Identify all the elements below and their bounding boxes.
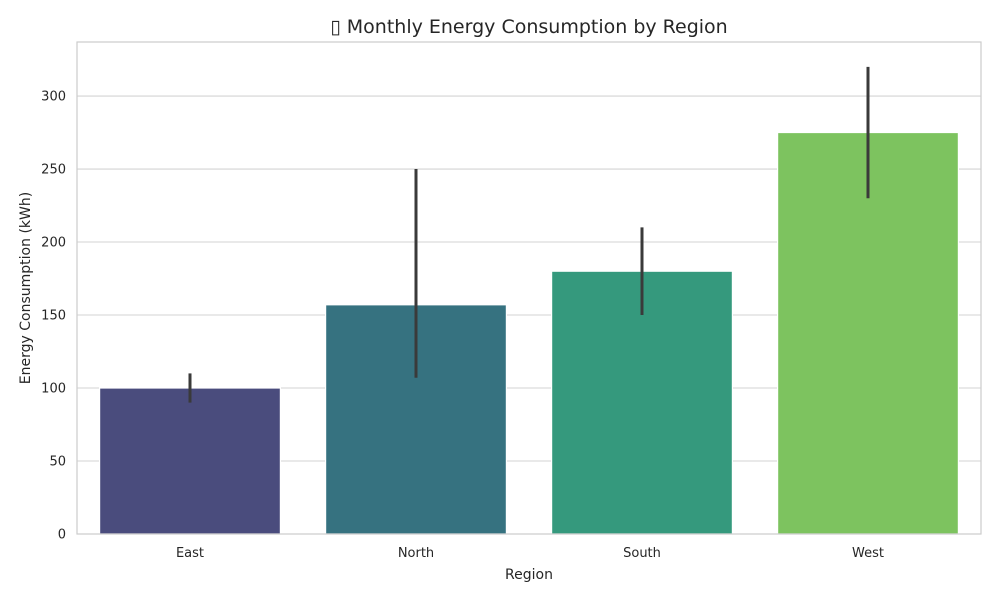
x-tick-label: East — [176, 546, 204, 561]
y-tick-labels: 0 50 100 150 200 250 300 — [41, 90, 66, 543]
bar-west — [776, 131, 959, 535]
bars — [98, 131, 959, 535]
chart-title: ▯ Monthly Energy Consumption by Region — [330, 16, 727, 38]
x-tick-label: West — [852, 546, 884, 561]
y-axis-label: Energy Consumption (kWh) — [18, 192, 34, 384]
y-tick-label: 50 — [49, 455, 66, 470]
y-tick-label: 250 — [41, 163, 66, 178]
x-axis-label: Region — [505, 567, 553, 583]
y-tick-label: 150 — [41, 309, 66, 324]
x-tick-label: South — [623, 546, 661, 561]
x-tick-label: North — [398, 546, 434, 561]
plot-frame — [76, 41, 982, 535]
y-tick-label: 200 — [41, 236, 66, 251]
y-tick-label: 0 — [58, 528, 66, 543]
y-tick-label: 100 — [41, 382, 66, 397]
error-bars — [188, 66, 870, 403]
y-tick-label: 300 — [41, 90, 66, 105]
x-tick-labels: East North South West — [176, 546, 884, 561]
bar-east — [98, 387, 282, 535]
